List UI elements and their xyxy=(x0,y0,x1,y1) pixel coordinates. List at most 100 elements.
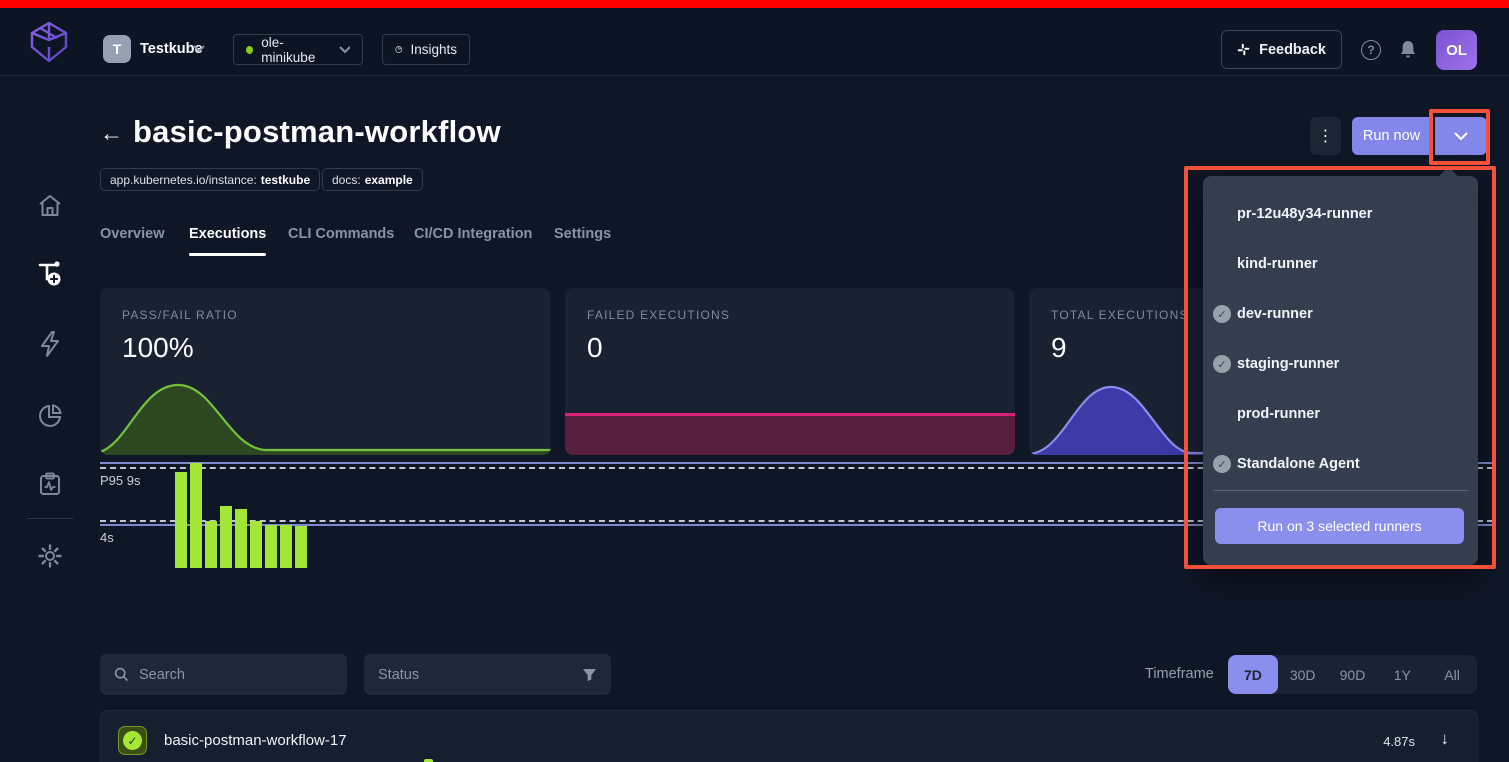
label-docs: docs: example xyxy=(322,168,423,191)
runner-dropdown-menu: pr-12u48y34-runner kind-runner ✓ dev-run… xyxy=(1203,166,1478,565)
metric-label: TOTAL EXECUTIONS xyxy=(1051,308,1189,322)
dropdown-divider xyxy=(1213,490,1468,491)
notifications-bell-icon[interactable] xyxy=(1398,39,1418,60)
duration-bar[interactable] xyxy=(295,526,307,568)
duration-bar[interactable] xyxy=(280,525,292,568)
failed-sparkline xyxy=(565,413,1015,455)
insights-button[interactable]: Insights xyxy=(382,34,470,65)
env-name: ole-minikube xyxy=(261,34,316,65)
testkube-logo-icon[interactable] xyxy=(28,20,70,69)
execution-name: basic-postman-workflow-17 xyxy=(164,732,347,749)
run-selected-runners-button[interactable]: Run on 3 selected runners xyxy=(1215,508,1464,544)
runner-label: kind-runner xyxy=(1237,256,1318,272)
metric-value: 100% xyxy=(122,332,194,363)
insights-pie-icon xyxy=(395,46,403,53)
pass-fail-sparkline xyxy=(100,383,551,455)
metric-value: 9 xyxy=(1051,332,1067,363)
sidebar-item-triggers[interactable] xyxy=(28,322,72,366)
runner-item-kind[interactable]: kind-runner xyxy=(1203,239,1478,289)
label-key: app.kubernetes.io/instance: xyxy=(110,172,257,187)
more-actions-button[interactable]: ⋮ xyxy=(1310,117,1341,155)
timeframe-90d[interactable]: 90D xyxy=(1339,666,1366,683)
label-value: testkube xyxy=(260,172,311,187)
feedback-label: Feedback xyxy=(1259,41,1326,58)
duration-bar[interactable] xyxy=(235,509,247,568)
workflows-icon xyxy=(38,261,61,286)
median-dashed-line xyxy=(100,520,1493,522)
label-instance: app.kubernetes.io/instance: testkube xyxy=(100,168,321,191)
median-label: 4s xyxy=(100,530,114,545)
median-reference-line xyxy=(100,524,1493,526)
check-circle-icon: ✓ xyxy=(1213,355,1231,373)
chevron-down-icon[interactable] xyxy=(193,45,205,53)
label-value: example xyxy=(364,172,413,187)
env-status-dot xyxy=(246,45,254,54)
timeframe-30d[interactable]: 30D xyxy=(1289,666,1316,683)
duration-bar[interactable] xyxy=(205,521,217,568)
download-icon[interactable]: ↓ xyxy=(1440,729,1450,748)
insights-pie-icon xyxy=(39,404,62,427)
duration-bars[interactable] xyxy=(175,440,307,568)
runner-label: pr-12u48y34-runner xyxy=(1237,206,1373,222)
environment-selector[interactable]: ole-minikube xyxy=(233,34,363,65)
status-filter-label: Status xyxy=(378,666,420,683)
runner-item-staging[interactable]: ✓ staging-runner xyxy=(1203,339,1478,389)
timeframe-all[interactable]: All xyxy=(1444,666,1460,683)
search-input[interactable]: Search xyxy=(100,654,347,695)
runner-label: prod-runner xyxy=(1237,406,1320,422)
p95-dashed-line xyxy=(100,467,1493,469)
check-icon: ✓ xyxy=(123,731,142,750)
tab-cicd-integration[interactable]: CI/CD Integration xyxy=(414,226,533,242)
tab-settings[interactable]: Settings xyxy=(554,226,612,242)
metric-value: 0 xyxy=(587,332,603,363)
timeframe-7d[interactable]: 7D xyxy=(1228,655,1278,694)
metric-card-pass-fail: PASS/FAIL RATIO 100% xyxy=(100,288,551,455)
total-sparkline xyxy=(1029,385,1478,455)
execution-subrow-fragment xyxy=(424,759,433,762)
duration-bar[interactable] xyxy=(175,472,187,568)
tab-cli-commands[interactable]: CLI Commands xyxy=(288,226,395,242)
search-placeholder: Search xyxy=(139,666,185,683)
back-button[interactable]: ← xyxy=(100,120,123,146)
runner-label: dev-runner xyxy=(1237,306,1313,322)
run-now-button[interactable]: Run now xyxy=(1352,117,1431,155)
duration-bar[interactable] xyxy=(250,521,262,568)
sidebar-item-home[interactable] xyxy=(28,184,72,228)
duration-bar[interactable] xyxy=(220,506,232,568)
timeframe-label: Timeframe xyxy=(1145,666,1214,682)
sidebar-item-workflows[interactable] xyxy=(28,251,72,295)
runner-item-pr[interactable]: pr-12u48y34-runner xyxy=(1203,189,1478,239)
duration-bar[interactable] xyxy=(265,525,277,568)
label-key: docs: xyxy=(332,172,361,187)
sidebar-item-insights[interactable] xyxy=(28,394,72,438)
help-icon[interactable]: ? xyxy=(1361,40,1381,60)
execution-duration: 4.87s xyxy=(1383,734,1415,749)
feedback-button[interactable]: Feedback xyxy=(1221,30,1342,69)
runner-item-prod[interactable]: prod-runner xyxy=(1203,389,1478,439)
runner-item-standalone[interactable]: ✓ Standalone Agent xyxy=(1203,439,1478,489)
status-passed-badge: ✓ xyxy=(118,726,147,755)
user-avatar[interactable]: OL xyxy=(1436,30,1477,70)
tab-executions[interactable]: Executions xyxy=(189,226,267,256)
tab-overview[interactable]: Overview xyxy=(100,226,165,242)
metric-label: FAILED EXECUTIONS xyxy=(587,308,731,322)
execution-row[interactable]: ✓ basic-postman-workflow-17 4.87s ↓ xyxy=(100,710,1478,762)
sidebar-item-settings[interactable] xyxy=(28,534,72,578)
run-options-chevron-button[interactable] xyxy=(1435,117,1487,155)
chevron-down-icon xyxy=(339,45,350,53)
p95-reference-line xyxy=(100,462,1493,464)
timeframe-1y[interactable]: 1Y xyxy=(1393,666,1411,683)
sidebar-item-reports[interactable] xyxy=(28,462,72,506)
status-filter-select[interactable]: Status xyxy=(364,654,611,695)
insights-label: Insights xyxy=(410,42,457,57)
test-report-icon xyxy=(40,472,60,495)
duration-bar[interactable] xyxy=(190,463,202,568)
home-icon xyxy=(39,195,61,216)
runner-item-dev[interactable]: ✓ dev-runner xyxy=(1203,289,1478,339)
org-switcher[interactable]: Testkube xyxy=(140,41,203,57)
sidebar-nav xyxy=(0,76,85,762)
metric-card-failed: FAILED EXECUTIONS 0 xyxy=(565,288,1015,455)
check-circle-icon: ✓ xyxy=(1213,305,1231,323)
top-navbar: T Testkube ole-minikube Insights Feedbac… xyxy=(0,8,1509,76)
